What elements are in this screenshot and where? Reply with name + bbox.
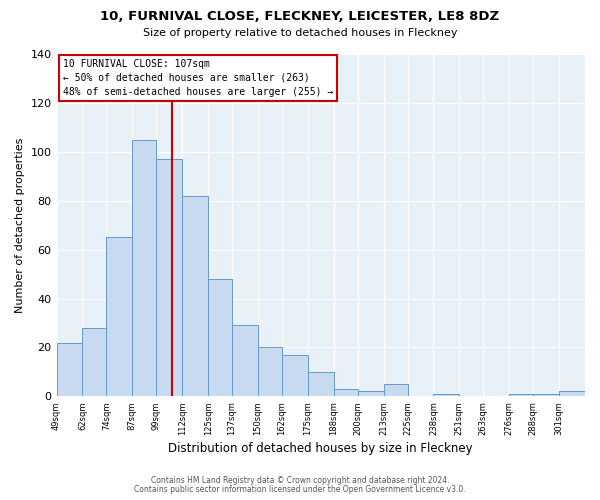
Bar [56, 342, 82, 396]
Text: Contains HM Land Registry data © Crown copyright and database right 2024.: Contains HM Land Registry data © Crown c… [151, 476, 449, 485]
Bar [308, 372, 334, 396]
Bar [232, 326, 258, 396]
Bar [533, 394, 559, 396]
Bar [156, 159, 182, 396]
Text: Contains public sector information licensed under the Open Government Licence v3: Contains public sector information licen… [134, 485, 466, 494]
Bar [258, 348, 282, 397]
Bar [334, 389, 358, 396]
Bar [182, 196, 208, 396]
Bar [559, 392, 585, 396]
Bar [383, 384, 407, 396]
Bar [282, 355, 308, 397]
Text: Size of property relative to detached houses in Fleckney: Size of property relative to detached ho… [143, 28, 457, 38]
Text: 10 FURNIVAL CLOSE: 107sqm
← 50% of detached houses are smaller (263)
48% of semi: 10 FURNIVAL CLOSE: 107sqm ← 50% of detac… [62, 59, 333, 97]
X-axis label: Distribution of detached houses by size in Fleckney: Distribution of detached houses by size … [169, 442, 473, 455]
Text: 10, FURNIVAL CLOSE, FLECKNEY, LEICESTER, LE8 8DZ: 10, FURNIVAL CLOSE, FLECKNEY, LEICESTER,… [100, 10, 500, 23]
Bar [106, 238, 133, 396]
Bar [433, 394, 460, 396]
Bar [208, 279, 232, 396]
Bar [133, 140, 156, 396]
Bar [509, 394, 533, 396]
Bar [82, 328, 106, 396]
Y-axis label: Number of detached properties: Number of detached properties [15, 138, 25, 313]
Bar [358, 392, 383, 396]
